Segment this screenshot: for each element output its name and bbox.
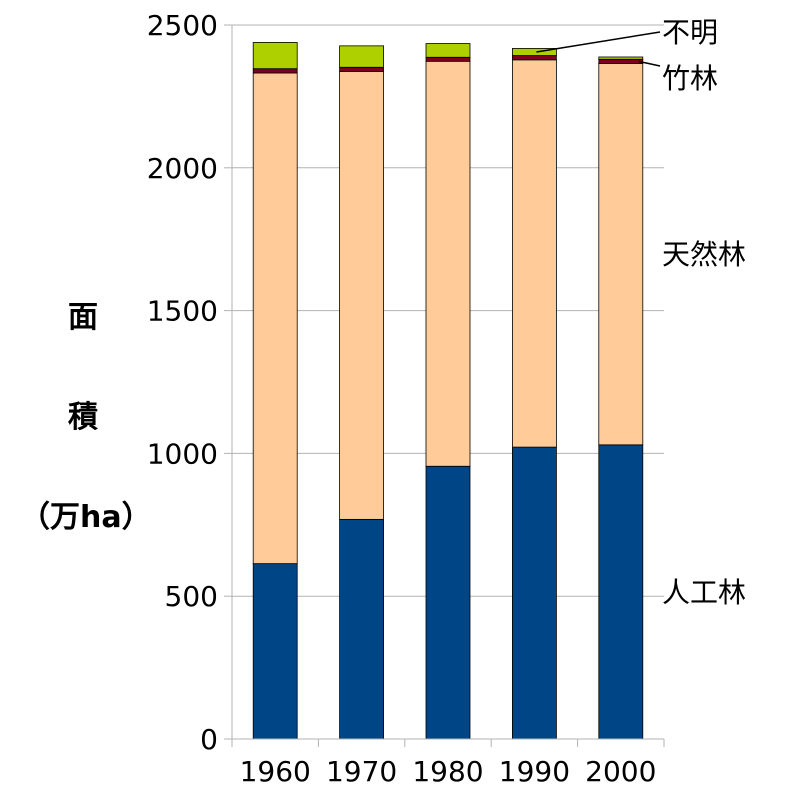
x-tick-label-1970: 1970 — [326, 755, 397, 788]
axes — [231, 25, 664, 740]
leader-line-2 — [638, 60, 661, 67]
y-tick-labels: 0 500 1000 1500 2000 2500 — [147, 9, 232, 756]
y-tick-label: 1500 — [147, 295, 218, 328]
bar-segment-1960-s0 — [252, 563, 298, 740]
legend-label-2: 竹林 — [662, 62, 718, 95]
x-tick-label-1960: 1960 — [240, 755, 311, 788]
y-axis-label-line-2: 積 — [68, 400, 98, 435]
bar-segment-1980-s0 — [425, 465, 471, 740]
legend-label-1: 天然林 — [662, 238, 746, 271]
y-tick-label: 2500 — [147, 9, 218, 42]
y-tick-label: 1000 — [147, 437, 218, 470]
bar-segment-1970-s3 — [339, 45, 385, 68]
y-tick-label: 500 — [165, 580, 218, 613]
bar-segment-2000-s1 — [598, 63, 644, 446]
bar-segment-1960-s2 — [252, 68, 298, 74]
bar-segment-1960-s1 — [252, 72, 298, 565]
x-tick-label-2000: 2000 — [585, 755, 656, 788]
bars — [252, 42, 644, 740]
bar-segment-2000-s0 — [598, 444, 644, 740]
legend-label-3: 不明 — [662, 16, 718, 49]
x-tick-label-1980: 1980 — [412, 755, 483, 788]
bar-segment-1970-s2 — [339, 66, 385, 72]
y-tick-label: 2000 — [147, 152, 218, 185]
bar-segment-1970-s1 — [339, 71, 385, 520]
bar-segment-2000-s2 — [598, 58, 644, 64]
y-axis-label-line-1: 面 — [68, 300, 98, 335]
bar-segment-1970-s0 — [339, 518, 385, 740]
bar-segment-1990-s2 — [512, 55, 557, 61]
bar-segment-1980-s1 — [425, 60, 471, 467]
bar-segment-1980-s3 — [425, 43, 471, 58]
bar-segment-1990-s0 — [512, 446, 557, 740]
y-tick-label: 0 — [200, 723, 218, 756]
bar-segment-1980-s2 — [425, 56, 471, 62]
legend-label-0: 人工林 — [662, 576, 746, 609]
bar-segment-1960-s3 — [252, 42, 298, 70]
y-axis-label-line-3: （万ha） — [20, 500, 152, 535]
leader-line-3 — [536, 31, 661, 53]
x-tick-labels: 1960 1970 1980 1990 2000 — [231, 739, 665, 788]
legend: 人工林 天然林 竹林 不明 — [536, 16, 746, 609]
bar-segment-1990-s3 — [512, 48, 557, 56]
x-tick-label-1990: 1990 — [499, 755, 570, 788]
bar-segment-2000-s3 — [598, 56, 644, 60]
bar-segment-1990-s1 — [512, 59, 557, 448]
